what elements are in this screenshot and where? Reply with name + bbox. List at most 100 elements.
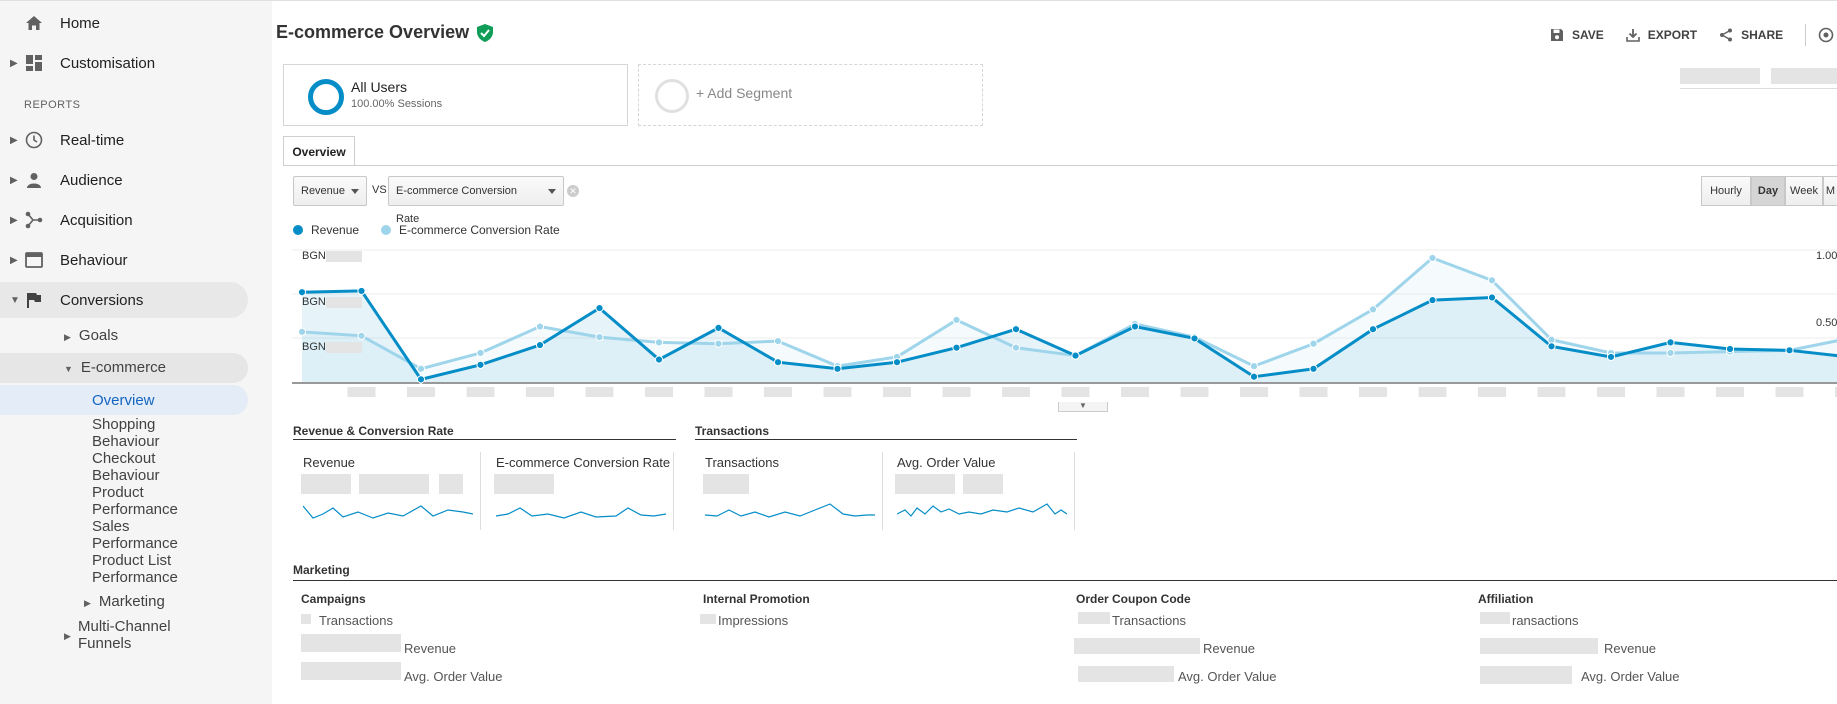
sidebar-item-product-list-performance[interactable]: Product List Performance bbox=[92, 552, 178, 586]
x-tick-redacted bbox=[1121, 387, 1149, 397]
redacted-value bbox=[439, 474, 463, 494]
sidebar-item-label: Sales bbox=[92, 518, 130, 535]
save-button[interactable]: SAVE bbox=[1550, 28, 1604, 42]
tab-overview[interactable]: Overview bbox=[283, 136, 355, 166]
affiliation-revenue[interactable]: Revenue bbox=[1604, 641, 1657, 656]
insights-button[interactable]: IN bbox=[1818, 27, 1837, 43]
verified-shield-icon bbox=[477, 23, 494, 42]
affiliation-avg-order-value[interactable]: Avg. Order Value bbox=[1581, 669, 1680, 684]
x-tick-redacted bbox=[585, 387, 614, 397]
sidebar-item-audience[interactable]: ▶ Audience bbox=[0, 162, 248, 198]
sparkline bbox=[705, 503, 875, 518]
x-tick-redacted bbox=[1061, 387, 1090, 397]
data-point bbox=[1368, 325, 1378, 334]
scorecard-revenue[interactable]: Revenue bbox=[293, 452, 481, 530]
campaigns-avg-order-value[interactable]: Avg. Order Value bbox=[404, 669, 503, 684]
sidebar-item-product-performance[interactable]: Product Performance bbox=[92, 484, 178, 518]
sidebar-item-checkout-behaviour[interactable]: Checkout Behaviour bbox=[92, 450, 160, 484]
sidebar-item-conversions[interactable]: ▼ Conversions bbox=[0, 282, 248, 318]
coupon-transactions[interactable]: Transactions bbox=[1112, 613, 1186, 628]
data-point bbox=[1666, 338, 1675, 347]
sidebar-item-home[interactable]: Home bbox=[0, 5, 248, 41]
data-point bbox=[773, 358, 783, 367]
sidebar-item-label: Conversions bbox=[60, 291, 144, 309]
data-point bbox=[773, 336, 783, 346]
data-point bbox=[1666, 348, 1675, 358]
data-point bbox=[1011, 343, 1021, 352]
segment-all-users[interactable]: All Users 100.00% Sessions bbox=[283, 64, 628, 126]
scorecard-transactions[interactable]: Transactions bbox=[695, 452, 883, 530]
scorecard-conversion-rate[interactable]: E-commerce Conversion Rate bbox=[486, 452, 674, 530]
caret-right-icon: ▶ bbox=[64, 332, 71, 342]
home-icon bbox=[24, 13, 44, 33]
sidebar-item-acquisition[interactable]: ▶ Acquisition bbox=[0, 202, 248, 238]
section-title-revenue-conversion: Revenue & Conversion Rate bbox=[293, 424, 454, 438]
scorecard-label: Avg. Order Value bbox=[897, 455, 996, 470]
x-tick-redacted bbox=[1299, 387, 1328, 397]
period-hourly-button[interactable]: Hourly bbox=[1701, 176, 1751, 206]
marketing-campaigns: Campaigns bbox=[301, 592, 366, 606]
metric-select-secondary[interactable]: E-commerce Conversion Rate bbox=[388, 176, 564, 225]
legend-conversion-rate: E-commerce Conversion Rate bbox=[381, 223, 560, 237]
sidebar-item-marketing[interactable]: ▶ Marketing bbox=[84, 593, 165, 610]
sidebar-item-realtime[interactable]: ▶ Real-time bbox=[0, 122, 248, 158]
legend-label: Revenue bbox=[311, 223, 360, 237]
sidebar-item-customisation[interactable]: ▶ Customisation bbox=[0, 45, 248, 81]
x-tick-redacted bbox=[1359, 387, 1387, 397]
sidebar-item-behaviour[interactable]: ▶ Behaviour bbox=[0, 242, 248, 278]
period-week-button[interactable]: Week bbox=[1785, 176, 1823, 206]
reports-heading: REPORTS bbox=[24, 99, 81, 111]
export-label: EXPORT bbox=[1647, 28, 1698, 42]
redacted-value bbox=[1078, 612, 1110, 624]
tab-divider bbox=[283, 165, 1837, 166]
campaigns-transactions[interactable]: Transactions bbox=[319, 613, 393, 628]
x-tick-redacted bbox=[1656, 387, 1685, 397]
share-button[interactable]: SHARE bbox=[1719, 28, 1783, 42]
remove-metric-icon[interactable]: ✕ bbox=[567, 185, 579, 197]
series-area bbox=[302, 257, 1837, 382]
data-point bbox=[1487, 293, 1497, 302]
data-point bbox=[1249, 362, 1259, 371]
sidebar-item-goals[interactable]: ▶ Goals bbox=[64, 327, 118, 344]
data-point bbox=[535, 340, 545, 350]
data-point bbox=[714, 339, 723, 348]
date-range-redacted[interactable] bbox=[1680, 68, 1760, 84]
sidebar-item-overview[interactable]: Overview bbox=[92, 392, 155, 409]
coupon-avg-order-value[interactable]: Avg. Order Value bbox=[1178, 669, 1277, 684]
sidebar-item-multichannel[interactable]: ▶ Multi-Channel Funnels bbox=[64, 618, 171, 652]
date-range-redacted[interactable] bbox=[1771, 68, 1837, 84]
coupon-revenue[interactable]: Revenue bbox=[1203, 641, 1256, 656]
campaigns-revenue[interactable]: Revenue bbox=[404, 641, 457, 656]
period-month-button[interactable]: M bbox=[1823, 176, 1837, 206]
scorecard-label: Transactions bbox=[705, 455, 779, 470]
affiliation-transactions[interactable]: ransactions bbox=[1512, 613, 1579, 628]
scorecard-avg-order-value[interactable]: Avg. Order Value bbox=[887, 452, 1075, 530]
sidebar-item-label: Checkout bbox=[92, 450, 156, 467]
sidebar-item-sales-performance[interactable]: Sales Performance bbox=[92, 518, 178, 552]
x-tick-redacted bbox=[1180, 387, 1209, 397]
data-point bbox=[476, 360, 485, 369]
section-divider bbox=[293, 580, 1837, 581]
sidebar-item-ecommerce[interactable]: ▼ E-commerce bbox=[64, 359, 166, 376]
add-segment-button[interactable]: + Add Segment bbox=[638, 64, 983, 126]
sidebar-item-shopping-behaviour[interactable]: Shopping Behaviour bbox=[92, 416, 160, 450]
internal-promotion-impressions[interactable]: Impressions bbox=[718, 613, 789, 628]
legend-dot-icon bbox=[293, 225, 303, 235]
period-day-button[interactable]: Day bbox=[1751, 176, 1785, 206]
sidebar-item-label: Audience bbox=[60, 171, 123, 189]
sidebar-item-label: Behaviour bbox=[60, 251, 128, 269]
data-point bbox=[952, 315, 961, 325]
data-point bbox=[654, 338, 664, 347]
redacted-value bbox=[301, 614, 311, 624]
export-button[interactable]: EXPORT bbox=[1625, 28, 1698, 42]
segment-empty-ring-icon bbox=[655, 79, 689, 113]
segment-title: All Users bbox=[351, 79, 408, 95]
redacted-value bbox=[301, 634, 401, 652]
redacted-value bbox=[1078, 666, 1174, 682]
caret-right-icon: ▶ bbox=[10, 254, 18, 266]
data-point bbox=[952, 343, 961, 352]
overview-row-highlight bbox=[0, 385, 248, 415]
share-icon bbox=[1720, 28, 1733, 42]
chart-resize-handle[interactable]: ▼ bbox=[1058, 402, 1108, 412]
metric-select-primary[interactable]: Revenue bbox=[293, 176, 367, 206]
